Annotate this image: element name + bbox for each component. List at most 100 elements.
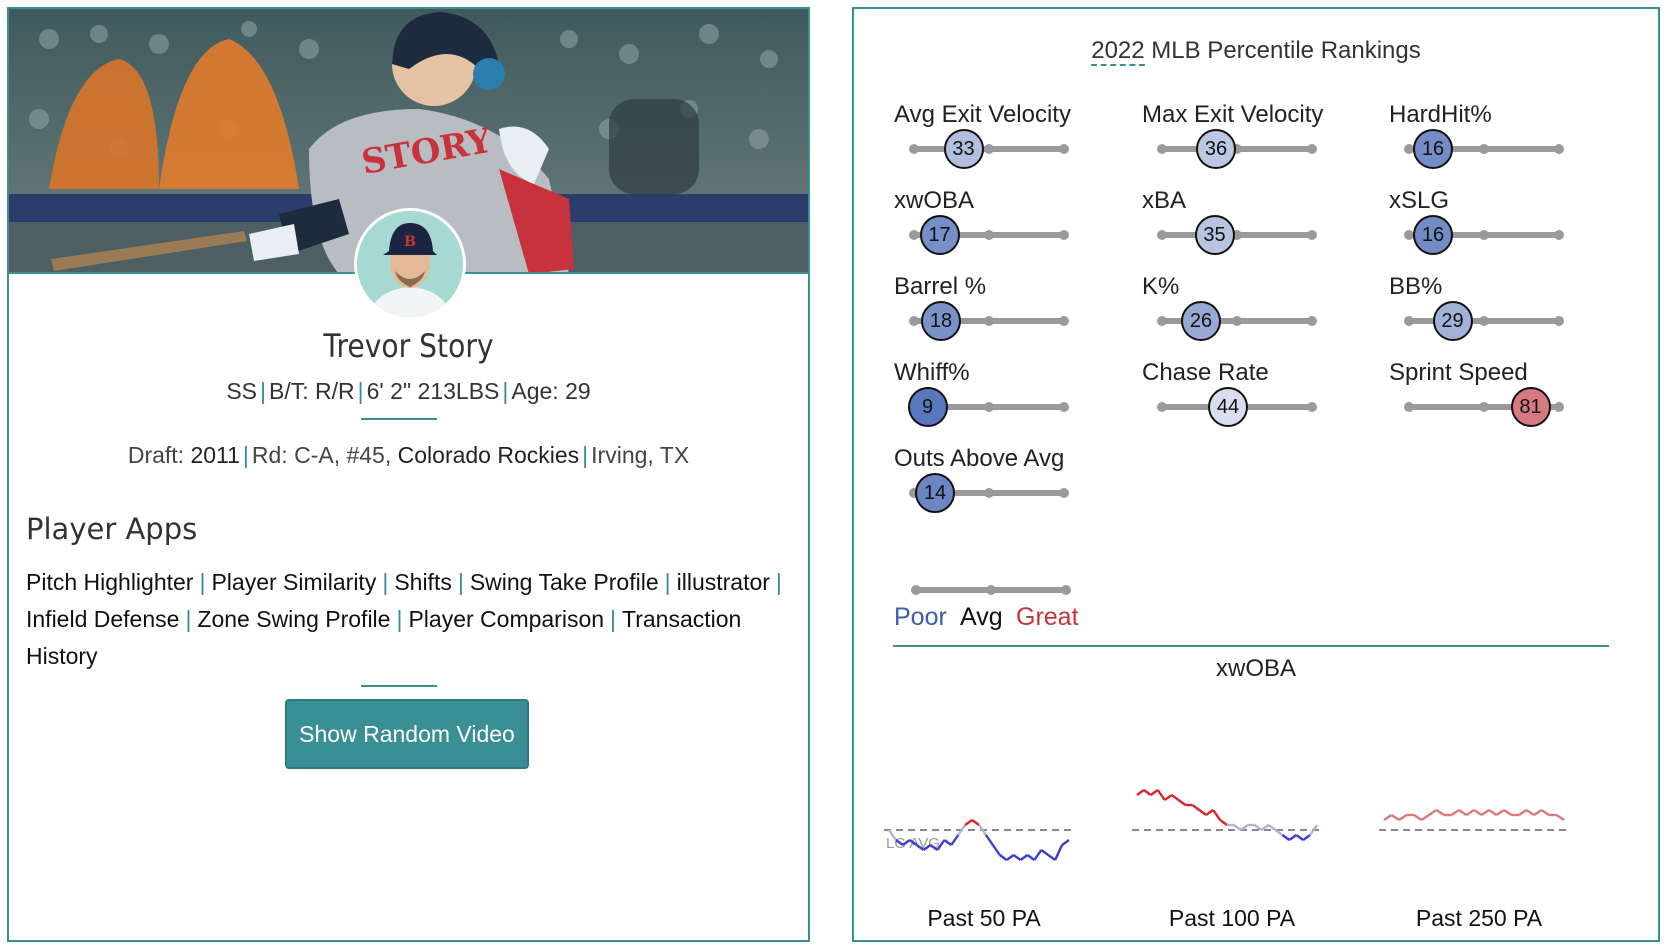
percentile-bubble: 81: [1510, 387, 1551, 427]
separator: |: [242, 442, 249, 468]
xwoba-line-segment: [1302, 834, 1311, 841]
metric-avg-exit-velocity[interactable]: Avg Exit Velocity 33: [894, 101, 1094, 181]
percentile-bubble: 26: [1181, 301, 1221, 341]
svg-text:B: B: [404, 234, 416, 250]
app-link-shifts[interactable]: Shifts: [394, 569, 452, 595]
xwoba-line-segment: [950, 834, 960, 846]
track-dot: [1059, 402, 1069, 412]
track-dot: [1554, 230, 1564, 240]
legend-dot: [911, 585, 921, 595]
percentile-title-text: MLB Percentile Rankings: [1144, 37, 1421, 64]
xwoba-line-segment: [1019, 854, 1029, 861]
xwoba-line-segment: [895, 839, 904, 846]
player-avatar: B: [354, 208, 466, 320]
metric-label: Chase Rate: [1142, 359, 1269, 386]
xwoba-sparkline-past-100: [1132, 789, 1322, 841]
track-dot: [1232, 230, 1242, 240]
legend-avg: Avg: [960, 603, 1003, 631]
metric-barrel[interactable]: Barrel % 18: [894, 273, 1094, 353]
track-dot: [1404, 230, 1414, 240]
app-link-swing-take-profile[interactable]: Swing Take Profile: [469, 569, 659, 595]
metric-xslg[interactable]: xSLG 16: [1389, 187, 1589, 267]
track-dot: [1232, 144, 1242, 154]
legend-poor: Poor: [894, 603, 947, 631]
xwoba-line-segment: [1458, 809, 1468, 816]
xwoba-line-segment: [1040, 849, 1049, 856]
xwoba-line-segment: [1163, 794, 1173, 801]
xwoba-line-segment: [1495, 809, 1505, 816]
percentile-card: 2022 MLB Percentile Rankings Avg Exit Ve…: [852, 7, 1660, 942]
xwoba-line-segment: [1480, 809, 1490, 816]
xwoba-line-segment: [1033, 849, 1043, 861]
xwoba-line-segment: [1383, 814, 1393, 821]
xwoba-line-segment: [1026, 854, 1036, 861]
xwoba-line-segment: [1274, 829, 1284, 836]
xwoba-line-segment: [1191, 804, 1201, 811]
app-link-infield-defense[interactable]: Infield Defense: [26, 606, 180, 632]
xwoba-sparkline-past-250: [1379, 809, 1569, 831]
xwoba-line-segment: [1267, 824, 1277, 831]
app-link-transaction-history[interactable]: Transaction History: [26, 606, 741, 669]
separator: |: [582, 442, 589, 468]
show-random-video-button[interactable]: Show Random Video: [285, 699, 529, 769]
xwoba-line-segment: [1136, 789, 1145, 796]
metric-whiff[interactable]: Whiff% 9: [894, 359, 1094, 439]
metric-bb[interactable]: BB% 29: [1389, 273, 1589, 353]
xwoba-line-segment: [957, 824, 967, 836]
metric-max-exit-velocity[interactable]: Max Exit Velocity 36: [1142, 101, 1342, 181]
xwoba-line-segment: [1450, 809, 1460, 816]
metric-sprint-speed[interactable]: Sprint Speed 81: [1389, 359, 1589, 439]
xwoba-line-segment: [1435, 809, 1445, 816]
metric-chase-rate[interactable]: Chase Rate 44: [1142, 359, 1342, 439]
metric-label: Max Exit Velocity: [1142, 101, 1324, 128]
track-dot: [1307, 230, 1317, 240]
xwoba-line-segment: [1150, 789, 1159, 796]
track-dot: [1554, 144, 1564, 154]
track-dot: [1059, 230, 1069, 240]
metric-label: xwOBA: [894, 187, 975, 214]
app-link-pitch-highlighter[interactable]: Pitch Highlighter: [26, 569, 194, 595]
percentile-year-link[interactable]: 2022: [1091, 37, 1145, 66]
xwoba-line-segment: [1488, 809, 1498, 816]
percentile-bubble: 18: [921, 301, 961, 341]
section-divider: [893, 645, 1609, 647]
track-dot: [1157, 230, 1167, 240]
app-link-history-text: History: [26, 643, 98, 669]
xwoba-line-segment: [1240, 824, 1249, 831]
app-link-zone-swing-profile[interactable]: Zone Swing Profile: [197, 606, 391, 632]
metric-label: K%: [1142, 273, 1180, 300]
xwoba-line-segment: [1012, 854, 1022, 861]
metric-label: Outs Above Avg: [894, 445, 1065, 472]
app-link-illustrator[interactable]: illustrator: [676, 569, 770, 595]
metric-xwoba[interactable]: xwOBA 17: [894, 187, 1094, 267]
metric-label: HardHit%: [1389, 101, 1492, 128]
track-dot: [1157, 402, 1167, 412]
metric-k[interactable]: K% 26: [1142, 273, 1342, 353]
metric-hardhit[interactable]: HardHit% 16: [1389, 101, 1589, 181]
xwoba-line-segment: [915, 844, 925, 851]
xwoba-line-segment: [936, 839, 946, 851]
xwoba-line-segment: [943, 839, 953, 846]
separator: |: [457, 569, 464, 595]
metric-label: Avg Exit Velocity: [894, 101, 1071, 128]
draft-team: Colorado Rockies: [397, 442, 580, 468]
player-age: Age: 29: [511, 378, 591, 404]
player-size: 6' 2" 213LBS: [366, 378, 500, 404]
track-dot: [1307, 316, 1317, 326]
percentile-bubble: 35: [1194, 215, 1235, 255]
metric-outs-above-avg[interactable]: Outs Above Avg 14: [894, 445, 1094, 525]
metric-label: xBA: [1142, 187, 1187, 214]
app-link-player-similarity[interactable]: Player Similarity: [211, 569, 377, 595]
xwoba-line-segment: [1398, 814, 1408, 821]
percentile-bubble: 16: [1413, 129, 1453, 169]
percentile-bubble: 33: [943, 129, 984, 169]
separator: |: [199, 569, 206, 595]
xwoba-line-segment: [1390, 814, 1400, 821]
metric-xba[interactable]: xBA 35: [1142, 187, 1342, 267]
percentile-bubble: 14: [915, 473, 955, 513]
xwoba-line-segment: [902, 839, 911, 846]
app-link-player-comparison[interactable]: Player Comparison: [408, 606, 605, 632]
xwoba-line-segment: [1540, 809, 1550, 816]
xwoba-line-segment: [1309, 824, 1318, 836]
separator: |: [502, 378, 509, 404]
